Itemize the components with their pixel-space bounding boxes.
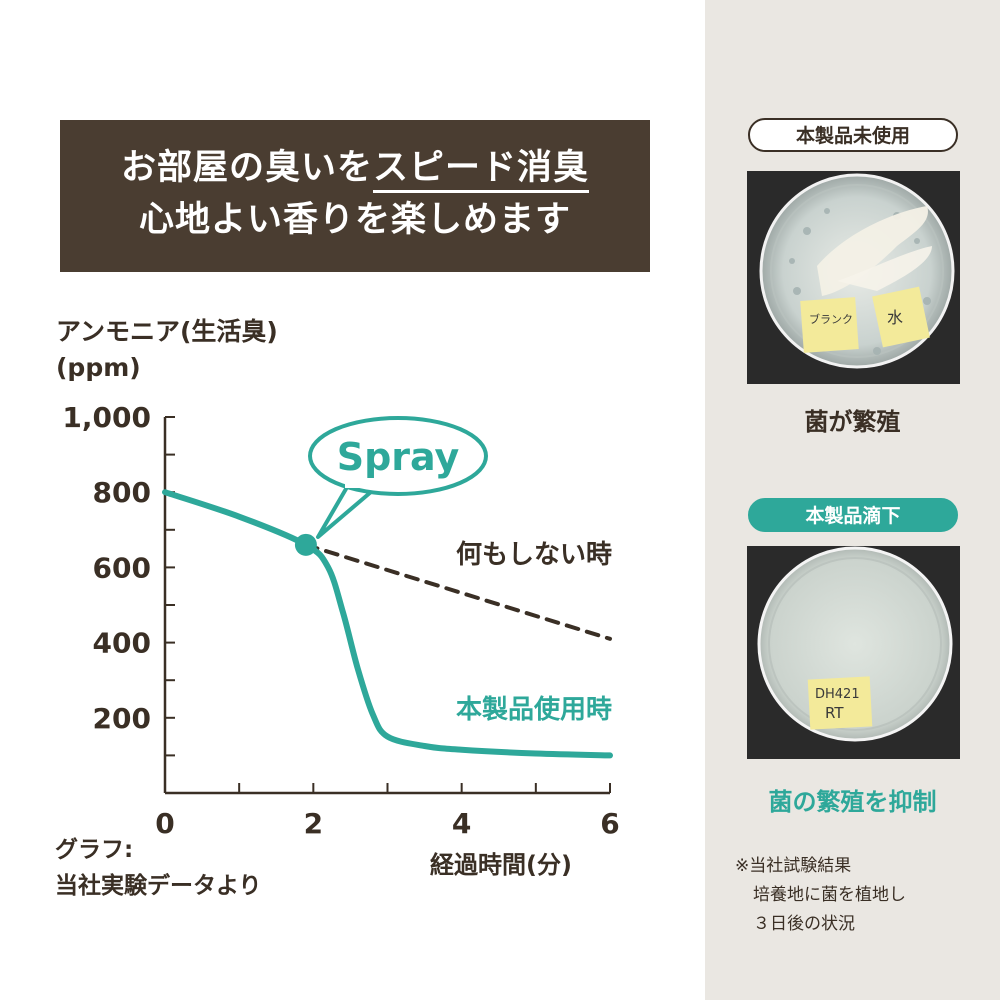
y-tick-label: 600 <box>93 551 151 584</box>
spray-bubble <box>308 416 488 496</box>
x-tick-label: 4 <box>452 807 471 840</box>
series-line-product <box>162 489 613 759</box>
x-tick-label: 2 <box>304 807 323 840</box>
headline-banner: お部屋の臭いをスピード消臭 心地よい香りを楽しめます <box>60 120 650 272</box>
treated-sticker-1: DH421 <box>815 687 860 702</box>
x-tick-label: 6 <box>600 807 619 840</box>
series-label-product: 本製品使用時 <box>456 695 612 725</box>
series-line-no-action <box>303 542 612 641</box>
headline-line1-underlined: スピード消臭 <box>373 146 590 193</box>
spray-bubble-joint <box>345 478 385 488</box>
y-tick-label: 200 <box>93 702 151 735</box>
y-tick-label: 1,000 <box>62 401 151 434</box>
series-label-no-action: 何もしない時 <box>456 540 612 570</box>
treated-caption: 菌の繁殖を抑制 <box>768 788 937 816</box>
y-axis-label-line1: アンモニア(生活臭) <box>56 317 278 346</box>
headline-line2: 心地よい香りを楽しめます <box>138 200 571 240</box>
x-axis-label: 経過時間(分) <box>430 851 572 879</box>
treated-label: 本製品滴下 <box>748 498 958 532</box>
spray-point <box>294 533 317 556</box>
untreated-label: 本製品未使用 <box>748 118 958 152</box>
test-note: ※当社試験結果 培養地に菌を植地し ３日後の状況 <box>735 852 906 939</box>
y-tick-label: 800 <box>93 476 151 509</box>
treated-petri-photo: DH421 RT <box>747 546 960 759</box>
chart-ticks: 200 400 600 800 1,000 0 2 4 6 <box>62 401 619 840</box>
graph-note-line1: グラフ: <box>55 837 134 863</box>
headline-line1-plain: お部屋の臭いを <box>120 148 373 188</box>
test-note-line2: 培養地に菌を植地し <box>753 885 906 905</box>
y-tick-label: 400 <box>93 627 151 660</box>
test-note-line3: ３日後の状況 <box>753 914 855 934</box>
x-tick-label: 0 <box>155 807 174 840</box>
spray-label: Spray <box>337 435 460 479</box>
graph-note-line2: 当社実験データより <box>55 873 262 899</box>
test-note-line1: ※当社試験結果 <box>735 856 852 876</box>
y-axis-label: アンモニア(生活臭) (ppm) <box>56 314 278 386</box>
untreated-caption: 菌が繁殖 <box>804 408 901 436</box>
graph-source-note: グラフ: 当社実験データより <box>55 832 262 904</box>
untreated-sticker-1: ブランク <box>809 312 853 326</box>
y-axis-label-line2: (ppm) <box>56 353 141 382</box>
untreated-sticker-2: 水 <box>887 308 903 327</box>
treated-sticker-2: RT <box>825 704 844 722</box>
chart-annotation: Spray <box>294 416 488 556</box>
untreated-petri-photo: ブランク 水 <box>747 171 960 384</box>
